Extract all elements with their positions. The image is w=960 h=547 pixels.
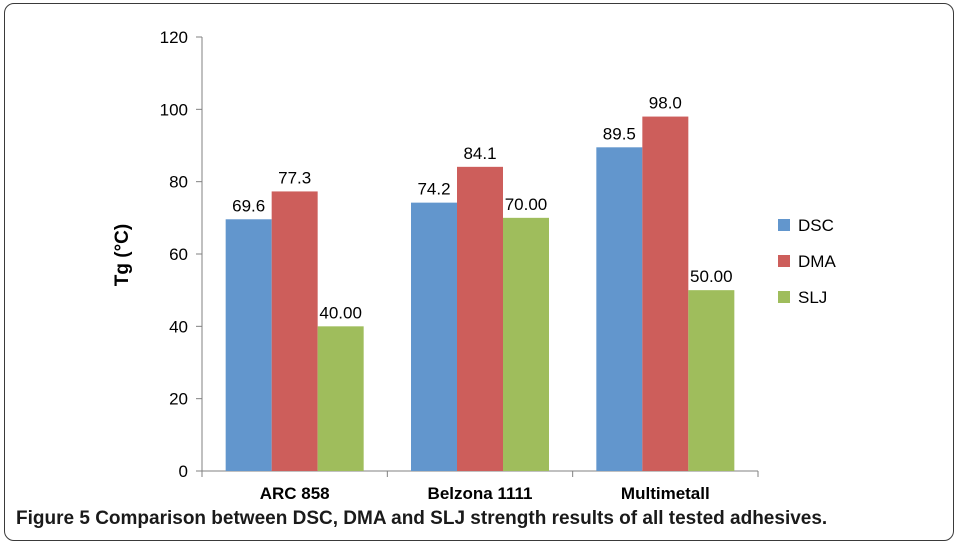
legend-label: DMA (798, 252, 836, 271)
bar-slj (688, 290, 735, 471)
legend-swatch-slj (778, 291, 790, 303)
legend: DSC DMA SLJ (778, 216, 836, 307)
y-tick-label: 40 (169, 317, 188, 336)
figure-caption-text: Comparison between DSC, DMA and SLJ stre… (95, 508, 828, 529)
value-labels: 69.6 74.2 89.5 77.3 84.1 98.0 40.00 70.00 50.00 (232, 94, 732, 323)
data-label: 50.00 (690, 267, 733, 286)
y-tick-label: 100 (160, 100, 188, 119)
legend-label: SLJ (798, 288, 827, 307)
figure-caption-label: Figure 5 (16, 508, 90, 529)
data-label: 40.00 (319, 303, 362, 322)
legend-label: DSC (798, 216, 834, 235)
y-axis: 0 20 40 60 80 100 120 (160, 28, 203, 481)
bar-dsc (596, 147, 643, 471)
y-axis-title: Tg (°C) (112, 224, 133, 286)
legend-swatch-dsc (778, 219, 790, 231)
y-tick-label: 0 (179, 462, 188, 481)
legend-swatch-dma (778, 255, 790, 267)
y-tick-label: 120 (160, 28, 188, 47)
bars (225, 116, 735, 472)
y-tick-label: 60 (169, 245, 188, 264)
bar-dma (642, 116, 689, 472)
x-tick-label: Multimetall (621, 484, 710, 503)
data-label: 77.3 (278, 168, 311, 187)
figure-caption: Figure 5 Comparison between DSC, DMA and… (16, 507, 827, 531)
data-label: 89.5 (603, 124, 636, 143)
x-tick-label: Belzona 1111 (428, 484, 533, 503)
data-label: 69.6 (232, 196, 265, 215)
x-axis: ARC 858 Belzona 1111 Multimetall (201, 470, 759, 503)
bar-dsc (225, 219, 272, 471)
bar-slj (317, 326, 364, 471)
bar-slj (503, 217, 549, 471)
x-tick-label: ARC 858 (260, 484, 330, 503)
bar-dsc (411, 202, 457, 472)
data-label: 74.2 (417, 180, 450, 199)
bar-dma (457, 166, 503, 472)
y-tick-label: 20 (169, 390, 188, 409)
data-label: 84.1 (463, 144, 496, 163)
data-label: 98.0 (649, 94, 682, 113)
data-label: 70.00 (505, 195, 548, 214)
bar-dma (271, 191, 318, 471)
y-tick-label: 80 (169, 173, 188, 192)
